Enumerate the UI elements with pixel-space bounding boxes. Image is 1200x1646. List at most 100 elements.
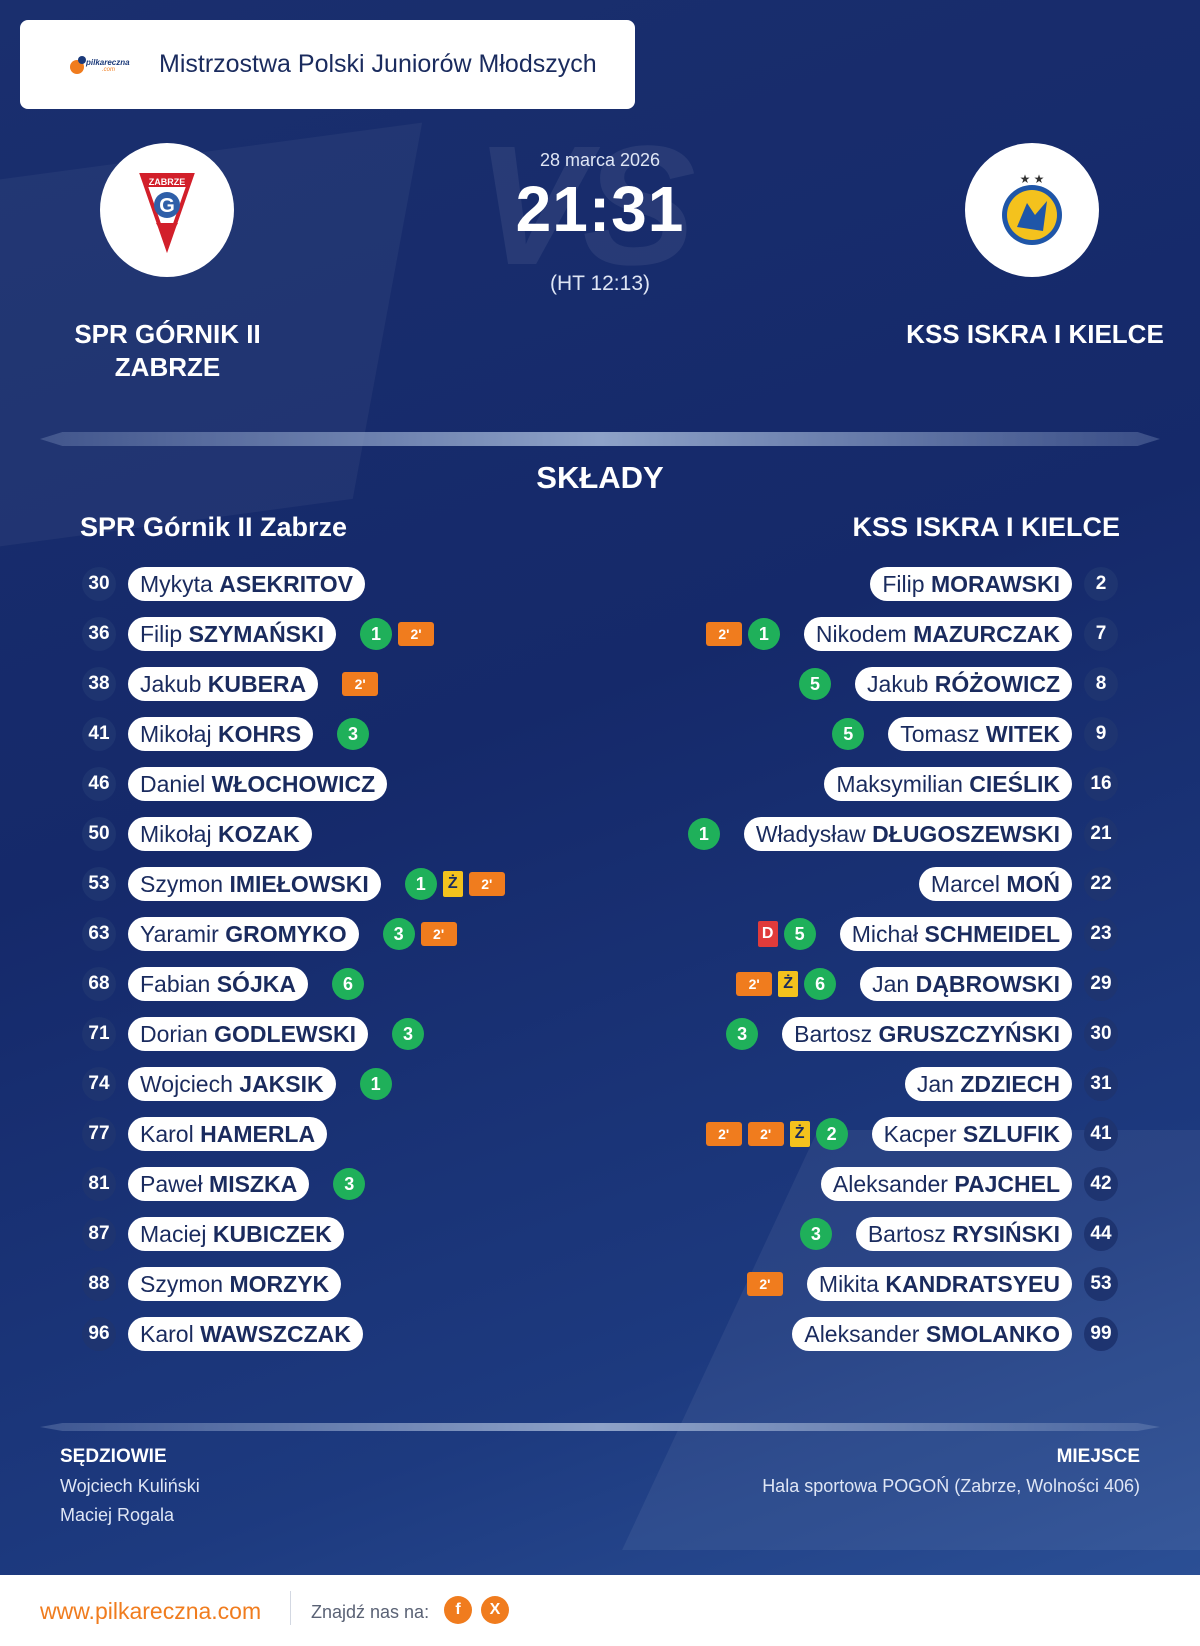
player-first-name: Filip — [882, 571, 925, 597]
player-name: Wojciech JAKSIK — [128, 1067, 336, 1101]
suspension-badge: 2' — [705, 1122, 742, 1146]
player-name: Daniel WŁOCHOWICZ — [128, 767, 388, 801]
player-first-name: Marcel — [930, 871, 1000, 897]
player-name: Bartosz GRUSZCZYŃSKI — [782, 1017, 1072, 1051]
player-name: Jakub KUBERA — [128, 667, 319, 701]
player-first-name: Mykyta — [140, 571, 213, 597]
player-number: 53 — [82, 867, 116, 901]
player-row: 30 Bartosz GRUSZCZYŃSKI 3 — [558, 1009, 1118, 1059]
player-first-name: Yaramir — [140, 921, 219, 947]
player-first-name: Paweł — [140, 1171, 203, 1197]
player-last-name: KOZAK — [217, 821, 300, 847]
away-team-crest: ★ ★ — [965, 143, 1099, 277]
player-first-name: Jakub — [867, 671, 929, 697]
player-first-name: Kacper — [883, 1121, 957, 1147]
player-first-name: Dorian — [140, 1021, 208, 1047]
suspension-badge: 2' — [747, 1122, 784, 1146]
player-last-name: RÓŻOWICZ — [934, 671, 1060, 697]
player-row: 81 Paweł MISZKA 3 — [82, 1159, 642, 1209]
goals-badge: 3 — [337, 718, 370, 750]
player-stats: 3 — [726, 1018, 759, 1050]
player-number: 41 — [1084, 1117, 1118, 1151]
player-number: 42 — [1084, 1167, 1118, 1201]
venue-text: Hala sportowa POGOŃ (Zabrze, Wolności 40… — [762, 1476, 1140, 1496]
logo-ball-icon — [78, 56, 86, 64]
competition-title: Mistrzostwa Polski Juniorów Młodszych — [159, 50, 597, 78]
player-stats: 5 — [799, 668, 832, 700]
player-last-name: DŁUGOSZEWSKI — [872, 821, 1060, 847]
facebook-icon[interactable]: f — [444, 1596, 472, 1624]
player-row: 77 Karol HAMERLA — [82, 1109, 642, 1159]
player-name: Karol WAWSZCZAK — [128, 1317, 363, 1351]
player-stats: 3 2' — [382, 918, 457, 950]
goals-badge: 2 — [815, 1118, 848, 1150]
pilkareczna-logo[interactable]: pilkareczna .com — [50, 50, 142, 80]
goals-badge: 1 — [404, 868, 437, 900]
player-row: 42 Aleksander PAJCHEL — [558, 1159, 1118, 1209]
player-number: 63 — [82, 917, 116, 951]
player-name: Mikołaj KOHRS — [128, 717, 314, 751]
player-first-name: Aleksander — [832, 1171, 948, 1197]
player-name: Władysław DŁUGOSZEWSKI — [743, 817, 1072, 851]
player-row: 2 Filip MORAWSKI — [558, 559, 1118, 609]
player-last-name: KOHRS — [217, 721, 302, 747]
suspension-badge: 2' — [420, 922, 457, 946]
goals-badge: 1 — [747, 618, 780, 650]
player-row: 50 Mikołaj KOZAK — [82, 809, 642, 859]
player-first-name: Maksymilian — [836, 771, 963, 797]
player-row: 44 Bartosz RYSIŃSKI 3 — [558, 1209, 1118, 1259]
player-name: Mykyta ASEKRITOV — [128, 567, 366, 601]
player-number: 2 — [1084, 567, 1118, 601]
player-last-name: WŁOCHOWICZ — [211, 771, 376, 797]
goals-badge: 1 — [359, 1068, 392, 1100]
player-first-name: Mikita — [818, 1271, 879, 1297]
player-last-name: GODLEWSKI — [214, 1021, 356, 1047]
away-team-name: KSS ISKRA I KIELCE — [906, 319, 1164, 349]
player-first-name: Jan — [872, 971, 910, 997]
player-name: Karol HAMERLA — [128, 1117, 328, 1151]
player-name: Nikodem MAZURCZAK — [803, 617, 1072, 651]
site-link[interactable]: www.pilkareczna.com — [40, 1598, 262, 1624]
player-first-name: Szymon — [140, 871, 224, 897]
player-stats: 6 Ż 2' — [736, 968, 837, 1000]
suspension-badge: 2' — [398, 622, 435, 646]
player-first-name: Mikołaj — [140, 821, 212, 847]
player-stats: 3 — [333, 1168, 366, 1200]
player-number: 77 — [82, 1117, 116, 1151]
player-row: 46 Daniel WŁOCHOWICZ — [82, 759, 642, 809]
player-row: 68 Fabian SÓJKA 6 — [82, 959, 642, 1009]
player-first-name: Jan — [916, 1071, 954, 1097]
player-last-name: HAMERLA — [200, 1121, 316, 1147]
player-number: 38 — [82, 667, 116, 701]
player-number: 23 — [1084, 917, 1118, 951]
player-number: 88 — [82, 1267, 116, 1301]
player-last-name: IMIEŁOWSKI — [229, 871, 369, 897]
player-last-name: MORZYK — [229, 1271, 330, 1297]
player-number: 71 — [82, 1017, 116, 1051]
home-lineup-title: SPR Górnik II Zabrze — [80, 512, 348, 542]
player-first-name: Filip — [140, 621, 183, 647]
player-row: 38 Jakub KUBERA 2' — [82, 659, 642, 709]
player-row: 31 Jan ZDZIECH — [558, 1059, 1118, 1109]
x-icon[interactable]: X — [481, 1596, 509, 1624]
player-last-name: SÓJKA — [216, 971, 296, 997]
suspension-badge: 2' — [705, 622, 742, 646]
player-row: 7 Nikodem MAZURCZAK 1 2' — [558, 609, 1118, 659]
player-number: 53 — [1084, 1267, 1118, 1301]
player-row: 41 Kacper SZLUFIK 2 Ż 2' 2' — [558, 1109, 1118, 1159]
player-name: Bartosz RYSIŃSKI — [855, 1217, 1072, 1251]
player-last-name: KUBERA — [207, 671, 307, 697]
player-row: 99 Aleksander SMOLANKO — [558, 1309, 1118, 1359]
player-last-name: WAWSZCZAK — [200, 1321, 351, 1347]
player-first-name: Fabian — [140, 971, 211, 997]
player-name: Jakub RÓŻOWICZ — [855, 667, 1072, 701]
player-number: 68 — [82, 967, 116, 1001]
player-first-name: Daniel — [140, 771, 206, 797]
player-last-name: MISZKA — [209, 1171, 298, 1197]
player-last-name: KUBICZEK — [212, 1221, 332, 1247]
away-lineup-title: KSS ISKRA I KIELCE — [852, 512, 1120, 542]
goals-badge: 6 — [331, 968, 364, 1000]
section-divider — [40, 1423, 1160, 1431]
player-name: Mikołaj KOZAK — [128, 817, 312, 851]
player-first-name: Aleksander — [804, 1321, 920, 1347]
